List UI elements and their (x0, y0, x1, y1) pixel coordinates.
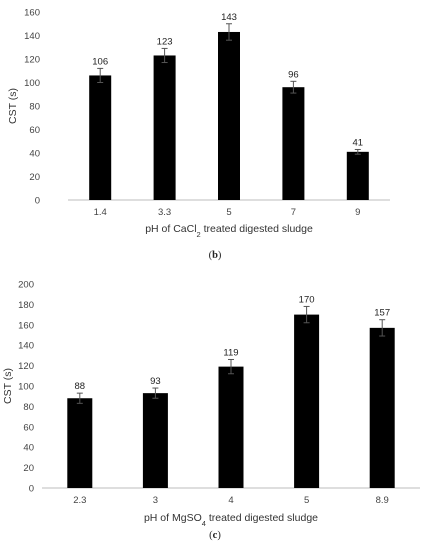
bar (282, 87, 305, 200)
bar (346, 151, 369, 200)
y-tick-label: 60 (29, 125, 40, 136)
y-tick-label: 100 (24, 78, 40, 89)
data-label: 96 (288, 69, 299, 80)
data-label: 170 (299, 294, 315, 305)
x-tick-label: 7 (291, 207, 296, 218)
bar (218, 366, 244, 488)
y-tick-label: 120 (24, 55, 40, 66)
y-tick-label: 40 (23, 443, 34, 454)
data-label: 119 (223, 347, 238, 358)
y-tick-label: 80 (29, 102, 40, 113)
y-tick-label: 100 (18, 382, 34, 393)
data-label: 157 (374, 308, 390, 319)
chart-b: 0 20 40 60 80 100 120 140 160 106 1.4 123 3.3 143 5 96 7… (0, 0, 430, 270)
bar (294, 314, 320, 488)
y-tick-label: 0 (35, 196, 40, 207)
bar (142, 393, 168, 488)
y-tick-label: 140 (24, 31, 40, 42)
y-tick-label: 160 (24, 8, 40, 19)
data-label: 106 (92, 56, 108, 67)
data-label: 93 (150, 376, 161, 387)
x-tick-label: 9 (355, 207, 360, 218)
y-tick-label: 60 (23, 422, 34, 433)
y-axis-title: CST (s) (2, 368, 14, 404)
x-tick-label: 2.3 (73, 495, 86, 506)
data-label: 41 (353, 137, 364, 148)
bar (369, 327, 395, 488)
chart-b-svg: 0 20 40 60 80 100 120 140 160 106 1.4 123 3.3 143 5 96 7… (7, 8, 390, 239)
y-tick-label: 0 (29, 484, 34, 495)
x-tick-label: 3 (153, 495, 158, 506)
y-tick-label: 160 (18, 320, 34, 331)
data-label: 143 (221, 12, 237, 23)
x-axis-title: pH of MgSO4 treated digested sludge (144, 512, 318, 528)
y-tick-label: 140 (18, 341, 34, 352)
y-tick-label: 20 (23, 463, 34, 474)
bar (89, 75, 112, 200)
bar (67, 398, 93, 488)
data-label: 123 (157, 36, 173, 47)
panel-label-c: (c) (209, 530, 221, 541)
y-axis-title: CST (s) (7, 88, 19, 124)
x-tick-label: 4 (228, 495, 233, 506)
x-tick-label: 1.4 (94, 207, 107, 218)
panel-label-b: (b) (208, 250, 222, 261)
y-tick-label: 40 (29, 149, 40, 160)
x-axis-title: pH of CaCl2 treated digested sludge (145, 223, 313, 239)
x-tick-label: 8.9 (376, 495, 389, 506)
x-tick-label: 3.3 (158, 207, 171, 218)
y-tick-label: 20 (29, 172, 40, 183)
x-tick-label: 5 (304, 495, 309, 506)
y-tick-label: 180 (18, 300, 34, 311)
chart-c: 0 20 40 60 80 100 120 140 160 180 200 88 2.3 93 3 119 4 1… (0, 272, 430, 550)
chart-c-svg: 0 20 40 60 80 100 120 140 160 180 200 88 2.3 93 3 119 4 1… (2, 280, 420, 528)
data-label: 88 (75, 381, 86, 392)
bar (218, 31, 240, 200)
y-tick-label: 120 (18, 361, 34, 372)
x-tick-label: 5 (226, 207, 231, 218)
bar (153, 55, 176, 200)
y-tick-label: 80 (23, 402, 34, 413)
y-tick-label: 200 (18, 280, 34, 291)
